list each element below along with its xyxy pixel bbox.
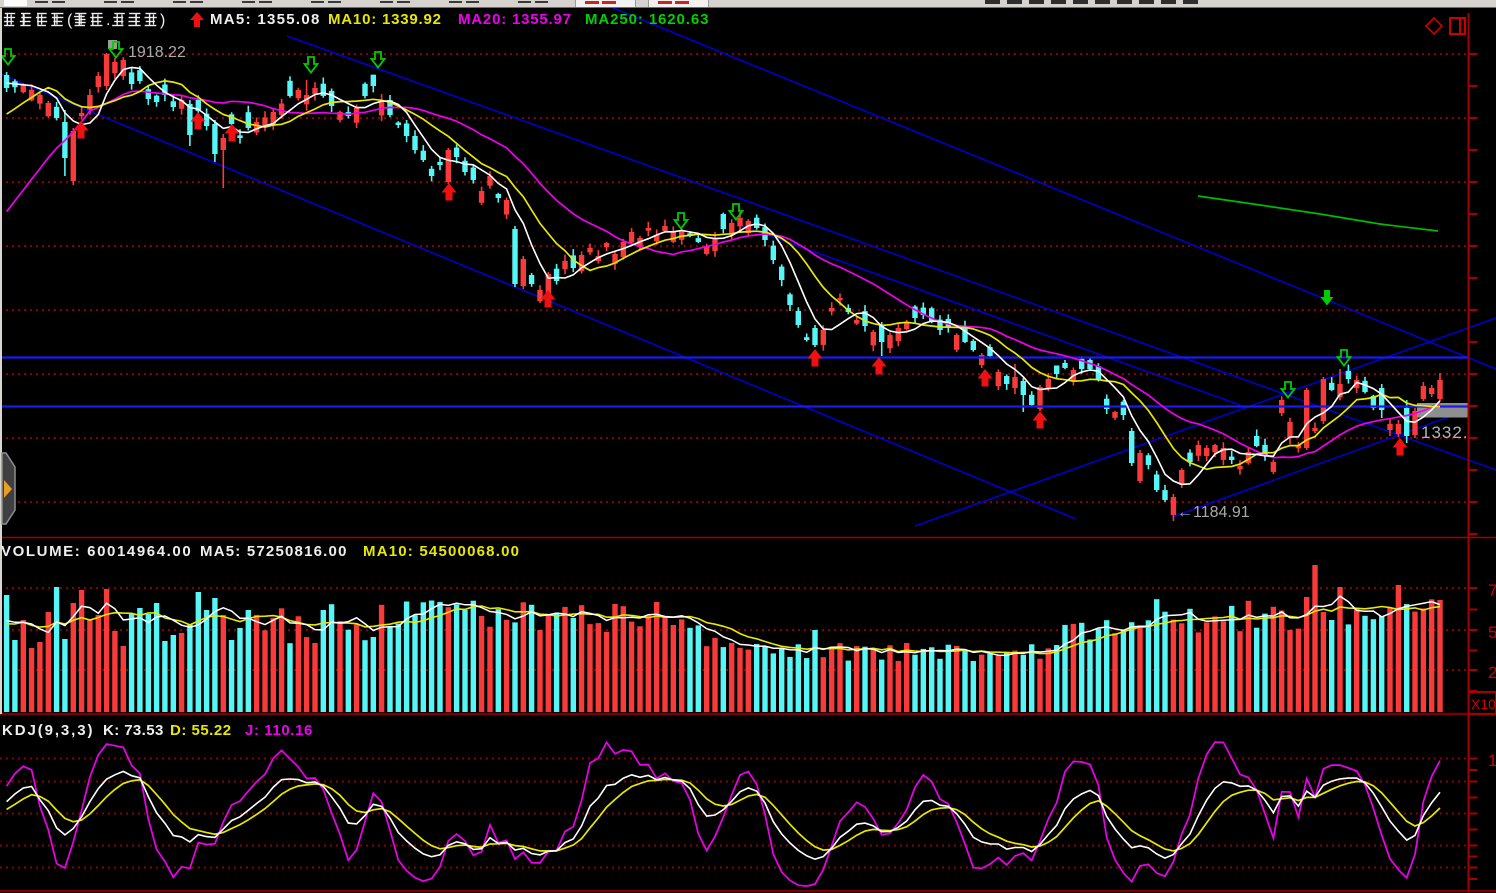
svg-text:(: ( bbox=[67, 12, 73, 29]
svg-text:): ) bbox=[160, 12, 165, 29]
svg-text:.: . bbox=[106, 12, 110, 29]
